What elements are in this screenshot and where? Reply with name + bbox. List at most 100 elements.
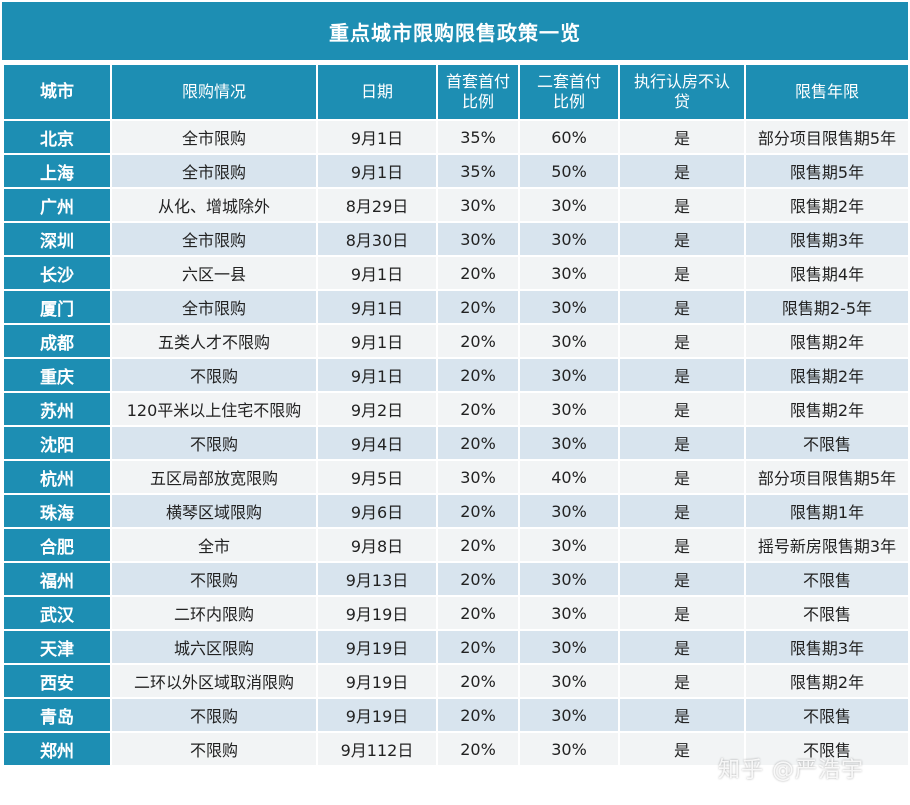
header-date: 日期 bbox=[316, 63, 438, 121]
sale-limit-cell: 不限售 bbox=[744, 731, 910, 767]
house-not-loan-cell: 是 bbox=[618, 629, 746, 665]
city-cell: 苏州 bbox=[2, 391, 112, 427]
purchase-limit-cell: 不限购 bbox=[110, 425, 318, 461]
table-row: 郑州 不限购 9月112日 20% 30% 是不限售 bbox=[2, 731, 910, 767]
sale-limit-cell: 不限售 bbox=[744, 595, 910, 631]
city-cell: 合肥 bbox=[2, 527, 112, 563]
house-not-loan-cell: 是 bbox=[618, 221, 746, 257]
city-cell: 深圳 bbox=[2, 221, 112, 257]
first-down-payment-cell: 20% bbox=[436, 493, 520, 529]
second-down-payment-cell: 30% bbox=[518, 493, 620, 529]
city-cell: 广州 bbox=[2, 187, 112, 223]
first-down-payment-cell: 35% bbox=[436, 153, 520, 189]
second-down-payment-cell: 40% bbox=[518, 459, 620, 495]
purchase-limit-cell: 从化、增城除外 bbox=[110, 187, 318, 223]
first-down-payment-cell: 30% bbox=[436, 221, 520, 257]
date-cell: 9月1日 bbox=[316, 357, 438, 393]
house-not-loan-cell: 是 bbox=[618, 595, 746, 631]
table-row: 长沙 六区一县 9月1日 20% 30% 是限售期4年 bbox=[2, 255, 910, 291]
purchase-limit-cell: 不限购 bbox=[110, 357, 318, 393]
purchase-limit-cell: 不限购 bbox=[110, 697, 318, 733]
first-down-payment-cell: 20% bbox=[436, 527, 520, 563]
city-cell: 武汉 bbox=[2, 595, 112, 631]
purchase-limit-cell: 六区一县 bbox=[110, 255, 318, 291]
second-down-payment-cell: 30% bbox=[518, 527, 620, 563]
date-cell: 8月30日 bbox=[316, 221, 438, 257]
table-row: 沈阳 不限购 9月4日 20% 30% 是不限售 bbox=[2, 425, 910, 461]
first-down-payment-cell: 20% bbox=[436, 323, 520, 359]
sale-limit-cell: 限售期2年 bbox=[744, 663, 910, 699]
sale-limit-cell: 摇号新房限售期3年 bbox=[744, 527, 910, 563]
city-cell: 重庆 bbox=[2, 357, 112, 393]
date-cell: 9月1日 bbox=[316, 255, 438, 291]
purchase-limit-cell: 二环以外区域取消限购 bbox=[110, 663, 318, 699]
table-row: 北京 全市限购 9月1日 35% 60% 是部分项目限售期5年 bbox=[2, 119, 910, 155]
city-cell: 青岛 bbox=[2, 697, 112, 733]
table-row: 西安 二环以外区域取消限购 9月19日 20% 30% 是限售期2年 bbox=[2, 663, 910, 699]
table-row: 杭州 五区局部放宽限购 9月5日 30% 40% 是部分项目限售期5年 bbox=[2, 459, 910, 495]
first-down-payment-cell: 20% bbox=[436, 289, 520, 325]
city-cell: 厦门 bbox=[2, 289, 112, 325]
house-not-loan-cell: 是 bbox=[618, 187, 746, 223]
first-down-payment-cell: 20% bbox=[436, 663, 520, 699]
second-down-payment-cell: 60% bbox=[518, 119, 620, 155]
purchase-limit-cell: 不限购 bbox=[110, 731, 318, 767]
house-not-loan-cell: 是 bbox=[618, 357, 746, 393]
first-down-payment-cell: 20% bbox=[436, 629, 520, 665]
first-down-payment-cell: 20% bbox=[436, 425, 520, 461]
house-not-loan-cell: 是 bbox=[618, 697, 746, 733]
sale-limit-cell: 部分项目限售期5年 bbox=[744, 119, 910, 155]
first-down-payment-cell: 30% bbox=[436, 187, 520, 223]
first-down-payment-cell: 20% bbox=[436, 391, 520, 427]
first-down-payment-cell: 20% bbox=[436, 561, 520, 597]
date-cell: 9月5日 bbox=[316, 459, 438, 495]
date-cell: 9月8日 bbox=[316, 527, 438, 563]
house-not-loan-cell: 是 bbox=[618, 153, 746, 189]
table-row: 广州 从化、增城除外 8月29日 30% 30% 是限售期2年 bbox=[2, 187, 910, 223]
header-row: 城市 限购情况 日期 首套首付比例 二套首付比例 执行认房不认贷 限售年限 bbox=[2, 63, 910, 121]
purchase-limit-cell: 全市限购 bbox=[110, 221, 318, 257]
house-not-loan-cell: 是 bbox=[618, 561, 746, 597]
second-down-payment-cell: 30% bbox=[518, 187, 620, 223]
header-second-down-payment: 二套首付比例 bbox=[518, 63, 620, 121]
sale-limit-cell: 限售期2年 bbox=[744, 323, 910, 359]
first-down-payment-cell: 20% bbox=[436, 697, 520, 733]
purchase-limit-cell: 全市限购 bbox=[110, 119, 318, 155]
table-row: 苏州 120平米以上住宅不限购 9月2日 20% 30% 是限售期2年 bbox=[2, 391, 910, 427]
second-down-payment-cell: 30% bbox=[518, 595, 620, 631]
city-cell: 郑州 bbox=[2, 731, 112, 767]
table-row: 天津 城六区限购 9月19日 20% 30% 是限售期3年 bbox=[2, 629, 910, 665]
table-row: 福州 不限购 9月13日 20% 30% 是不限售 bbox=[2, 561, 910, 597]
sale-limit-cell: 限售期2年 bbox=[744, 187, 910, 223]
second-down-payment-cell: 30% bbox=[518, 323, 620, 359]
first-down-payment-cell: 20% bbox=[436, 357, 520, 393]
date-cell: 9月6日 bbox=[316, 493, 438, 529]
header-house-not-loan: 执行认房不认贷 bbox=[618, 63, 746, 121]
second-down-payment-cell: 30% bbox=[518, 391, 620, 427]
second-down-payment-cell: 30% bbox=[518, 357, 620, 393]
sale-limit-cell: 不限售 bbox=[744, 425, 910, 461]
date-cell: 9月112日 bbox=[316, 731, 438, 767]
second-down-payment-cell: 30% bbox=[518, 561, 620, 597]
date-cell: 9月1日 bbox=[316, 119, 438, 155]
first-down-payment-cell: 35% bbox=[436, 119, 520, 155]
sale-limit-cell: 不限售 bbox=[744, 697, 910, 733]
date-cell: 9月19日 bbox=[316, 629, 438, 665]
table-row: 青岛 不限购 9月19日 20% 30% 是不限售 bbox=[2, 697, 910, 733]
city-cell: 成都 bbox=[2, 323, 112, 359]
sale-limit-cell: 限售期3年 bbox=[744, 221, 910, 257]
table-row: 成都 五类人才不限购 9月1日 20% 30% 是限售期2年 bbox=[2, 323, 910, 359]
house-not-loan-cell: 是 bbox=[618, 255, 746, 291]
city-cell: 西安 bbox=[2, 663, 112, 699]
sale-limit-cell: 限售期1年 bbox=[744, 493, 910, 529]
city-cell: 福州 bbox=[2, 561, 112, 597]
city-cell: 上海 bbox=[2, 153, 112, 189]
sale-limit-cell: 限售期5年 bbox=[744, 153, 910, 189]
house-not-loan-cell: 是 bbox=[618, 459, 746, 495]
house-not-loan-cell: 是 bbox=[618, 323, 746, 359]
purchase-limit-cell: 不限购 bbox=[110, 561, 318, 597]
purchase-limit-cell: 五类人才不限购 bbox=[110, 323, 318, 359]
table-row: 合肥 全市 9月8日 20% 30% 是摇号新房限售期3年 bbox=[2, 527, 910, 563]
house-not-loan-cell: 是 bbox=[618, 119, 746, 155]
